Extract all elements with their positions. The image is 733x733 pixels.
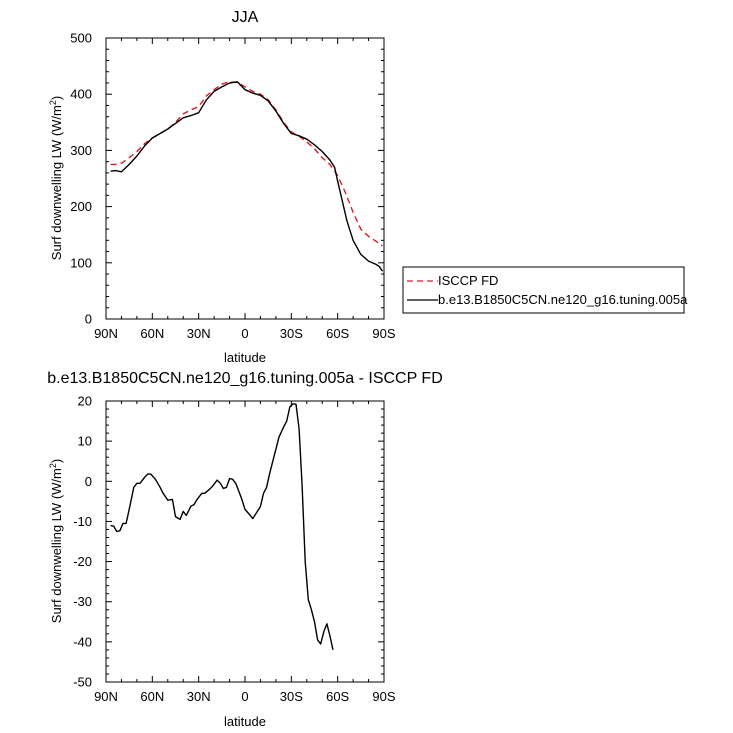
- top-x-axis-title: latitude: [224, 350, 266, 365]
- bottom-y-tick-label: -40: [73, 634, 92, 649]
- bottom-y-tick-label: -50: [73, 675, 92, 690]
- top-y-tick-label: 400: [70, 87, 92, 102]
- top-plot-frame: [105, 37, 385, 320]
- bottom-series-line-0: [110, 403, 334, 651]
- top-x-tick-label: 30S: [280, 326, 303, 341]
- top-chart-title: JJA: [232, 9, 259, 26]
- top-y-tick-label: 300: [70, 143, 92, 158]
- top-plot-area: 90N 60N 30N 0 30S 60S 90S 0 100 200 300 400 500: [70, 31, 396, 342]
- bottom-chart-title: b.e13.B1850C5CN.ne120_g16.tuning.005a - …: [47, 370, 443, 387]
- top-series-line-0: [110, 81, 383, 247]
- bottom-x-tick-label: 30S: [280, 689, 303, 704]
- legend: ISCCP FD b.e13.B1850C5CN.ne120_g16.tunin…: [402, 266, 688, 314]
- bottom-plot-area: 90N 60N 30N 0 30S 60S 90S -50 -40 -30 -20 -10 0 10 20: [73, 394, 396, 705]
- bottom-x-tick-label: 60S: [326, 689, 349, 704]
- top-y-tick-label: 0: [85, 312, 92, 327]
- bottom-x-tick-label: 90S: [372, 689, 395, 704]
- legend-label-isccp: ISCCP FD: [438, 273, 498, 288]
- top-x-tick-label: 90N: [94, 326, 118, 341]
- bottom-y-tick-label: 0: [85, 474, 92, 489]
- legend-label-model: b.e13.B1850C5CN.ne120_g16.tuning.005a: [438, 292, 688, 307]
- bottom-x-tick-label: 90N: [94, 689, 118, 704]
- bottom-x-tick-label: 0: [241, 689, 248, 704]
- bottom-panel: b.e13.B1850C5CN.ne120_g16.tuning.005a - …: [47, 370, 443, 729]
- top-y-tick-label: 200: [70, 199, 92, 214]
- bottom-y-tick-label: -30: [73, 594, 92, 609]
- top-y-axis-title: Surf downwelling LW (W/m2): [48, 96, 64, 260]
- legend-box: [402, 266, 685, 314]
- top-x-tick-label: 0: [241, 326, 248, 341]
- bottom-x-axis-title: latitude: [224, 714, 266, 729]
- top-y-tick-label: 100: [70, 255, 92, 270]
- bottom-x-tick-label: 30N: [187, 689, 211, 704]
- top-x-tick-label: 60S: [326, 326, 349, 341]
- top-panel: JJA 90N 60N 30N 0 30S 60S 90S0100200300400500 …: [48, 9, 688, 365]
- top-x-tick-label: 60N: [140, 326, 164, 341]
- top-series-line-1: [110, 81, 384, 272]
- bottom-y-tick-label: 10: [78, 434, 92, 449]
- bottom-y-tick-label: -20: [73, 554, 92, 569]
- bottom-y-tick-label: -10: [73, 514, 92, 529]
- bottom-plot-frame: [105, 400, 385, 683]
- top-x-tick-label: 30N: [187, 326, 211, 341]
- bottom-x-tick-label: 60N: [140, 689, 164, 704]
- bottom-y-axis-title: Surf downwelling LW (W/m2): [48, 459, 64, 623]
- bottom-y-tick-label: 20: [78, 394, 92, 409]
- top-x-tick-label: 90S: [372, 326, 395, 341]
- top-y-tick-label: 500: [70, 31, 92, 46]
